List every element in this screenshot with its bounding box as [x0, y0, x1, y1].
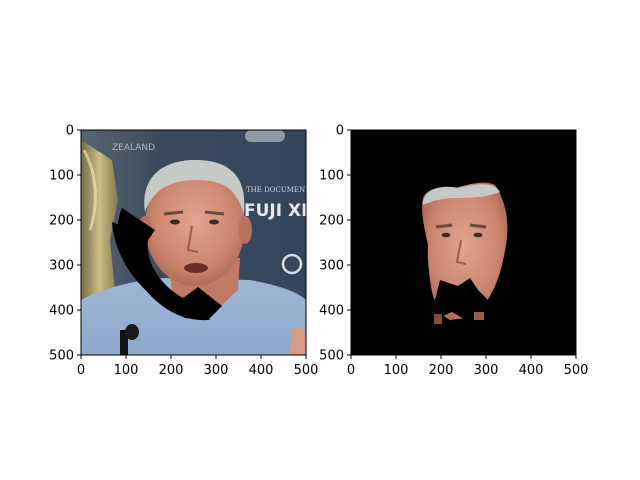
xtick-label: 100	[114, 363, 139, 378]
ytick-label: 300	[319, 259, 344, 274]
ytick-label: 300	[49, 259, 74, 274]
ytick-label: 200	[319, 214, 344, 229]
xtick-label: 0	[347, 363, 355, 378]
panel-left: ZEALAND THE DOCUMENT FUJI XE	[49, 124, 318, 379]
ytick-label: 400	[319, 304, 344, 319]
axes-frame-right	[350, 129, 577, 356]
xtick-label: 300	[204, 363, 229, 378]
backdrop-text-zealand: ZEALAND	[112, 143, 155, 153]
xtick-label: 200	[429, 363, 454, 378]
ytick-label: 100	[49, 169, 74, 184]
xtick-label: 400	[519, 363, 544, 378]
xtick-label: 500	[294, 363, 319, 378]
ytick-label: 100	[319, 169, 344, 184]
xtick-label: 200	[159, 363, 184, 378]
masked-face	[422, 182, 508, 324]
xtick-label: 400	[249, 363, 274, 378]
xtick-label: 500	[564, 363, 589, 378]
occlusion-stroke	[117, 208, 222, 321]
ytick-label: 500	[49, 349, 74, 364]
backdrop-text-document: THE DOCUMENT	[246, 186, 310, 194]
ytick-label: 0	[336, 124, 344, 139]
photo-left: ZEALAND THE DOCUMENT FUJI XE	[81, 130, 313, 355]
backdrop-text-fuji: FUJI XE	[244, 201, 313, 221]
xtick-label: 0	[77, 363, 85, 378]
axes-frame-left	[80, 129, 307, 356]
ytick-label: 0	[66, 124, 74, 139]
xtick-label: 100	[384, 363, 409, 378]
ytick-label: 400	[49, 304, 74, 319]
ytick-label: 500	[319, 349, 344, 364]
xtick-label: 300	[474, 363, 499, 378]
ytick-label: 200	[49, 214, 74, 229]
